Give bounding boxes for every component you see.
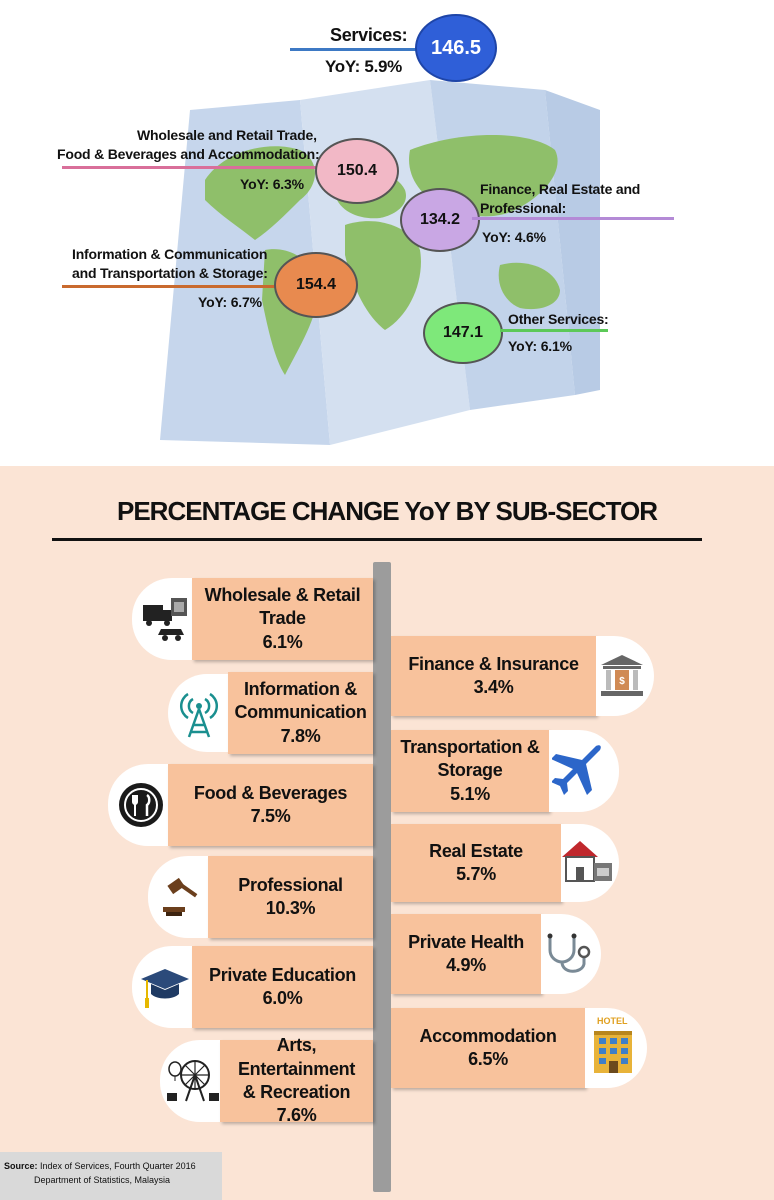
accommodation-label: Accommodation bbox=[419, 1025, 557, 1046]
private-health-card: Private Health 4.9% bbox=[391, 914, 541, 994]
private-education-value: 6.0% bbox=[262, 988, 303, 1008]
private-education-label: Private Education bbox=[209, 964, 356, 985]
accommodation-value: 6.5% bbox=[468, 1049, 508, 1069]
real-estate-label: Real Estate bbox=[429, 840, 523, 861]
source-note: Source: Index of Services, Fourth Quarte… bbox=[0, 1152, 222, 1200]
professional-icon-pill bbox=[148, 856, 218, 938]
stethoscope-icon bbox=[540, 926, 596, 982]
information-icon-pill bbox=[168, 674, 238, 752]
transportation-storage-label-1: Transportation & bbox=[400, 736, 540, 757]
wholesale-retail-card: Wholesale & Retail Trade 6.1% bbox=[192, 578, 373, 660]
other-services-index-bubble: 147.1 bbox=[423, 302, 503, 364]
other-services-label: Other Services: bbox=[508, 311, 609, 327]
hotel-icon bbox=[588, 1016, 638, 1078]
finance-insurance-label: Finance & Insurance bbox=[408, 653, 579, 674]
source-line-1: Index of Services, Fourth Quarter 2016 bbox=[40, 1161, 196, 1171]
wholesale-group-label-1: Wholesale and Retail Trade, bbox=[137, 127, 317, 143]
arts-entertainment-value: 7.6% bbox=[276, 1105, 317, 1126]
services-yoy: YoY: 5.9% bbox=[325, 57, 402, 76]
other-services-yoy: YoY: 6.1% bbox=[508, 338, 572, 354]
services-index-map: Services: YoY: 5.9% 146.5 Wholesale and … bbox=[0, 0, 774, 450]
arts-entertainment-card: Arts, Entertainment & Recreation 7.6% bbox=[220, 1035, 373, 1125]
professional-card: Professional 10.3% bbox=[208, 856, 373, 938]
food-beverages-label: Food & Beverages bbox=[193, 782, 348, 803]
graduation-cap-icon bbox=[138, 960, 192, 1016]
source-label: Source: bbox=[4, 1161, 38, 1171]
finance-group-index-bubble: 134.2 bbox=[400, 188, 480, 252]
wholesale-group-underline bbox=[62, 166, 324, 169]
hotel-sign-text: HOTEL bbox=[597, 1016, 628, 1026]
finance-group-label-2: Professional: bbox=[480, 200, 567, 216]
gavel-icon bbox=[156, 870, 208, 922]
wholesale-retail-label-2: Trade bbox=[259, 608, 306, 629]
info-group-label-1: Information & Communication bbox=[72, 246, 268, 262]
section-title: PERCENTAGE CHANGE YoY BY SUB-SECTOR bbox=[117, 496, 658, 526]
antenna-icon bbox=[174, 686, 224, 740]
information-communication-label-1: Information & bbox=[243, 678, 358, 699]
arts-entertainment-label-1: Arts, Entertainment bbox=[237, 1035, 356, 1079]
finance-insurance-value: 3.4% bbox=[473, 677, 514, 697]
private-education-card: Private Education 6.0% bbox=[192, 946, 373, 1028]
center-divider bbox=[373, 562, 391, 1192]
finance-insurance-card: Finance & Insurance 3.4% bbox=[391, 636, 596, 716]
real-estate-card: Real Estate 5.7% bbox=[391, 824, 561, 902]
information-communication-value: 7.8% bbox=[280, 725, 321, 746]
professional-value: 10.3% bbox=[265, 898, 316, 918]
plate-cutlery-icon bbox=[114, 778, 168, 832]
airplane-icon bbox=[550, 740, 606, 800]
real-estate-value: 5.7% bbox=[456, 864, 496, 884]
accommodation-card: Accommodation 6.5% bbox=[391, 1008, 585, 1088]
professional-label: Professional bbox=[238, 874, 343, 895]
wholesale-retail-label-1: Wholesale & Retail bbox=[204, 584, 361, 605]
info-group-label-2: and Transportation & Storage: bbox=[72, 265, 268, 281]
food-beverages-value: 7.5% bbox=[250, 806, 291, 826]
services-underline bbox=[290, 48, 420, 51]
subsector-panel: PERCENTAGE CHANGE YoY BY SUB-SECTOR Whol… bbox=[0, 466, 774, 1200]
bank-icon: $ bbox=[596, 650, 648, 702]
finance-group-underline bbox=[472, 217, 674, 220]
private-health-value: 4.9% bbox=[446, 955, 486, 975]
other-services-underline bbox=[500, 329, 608, 332]
wholesale-group-yoy: YoY: 6.3% bbox=[240, 176, 304, 192]
services-index-bubble: 146.5 bbox=[415, 14, 497, 82]
transportation-storage-value: 5.1% bbox=[450, 783, 490, 804]
ferris-wheel-icon bbox=[164, 1052, 222, 1110]
north-america-shape bbox=[205, 146, 315, 240]
food-beverages-card: Food & Beverages 7.5% bbox=[168, 764, 373, 846]
info-group-yoy: YoY: 6.7% bbox=[198, 294, 262, 310]
svg-text:$: $ bbox=[619, 676, 625, 687]
finance-group-yoy: YoY: 4.6% bbox=[482, 229, 546, 245]
arts-entertainment-label-2: & Recreation bbox=[242, 1082, 351, 1102]
wholesale-retail-value: 6.1% bbox=[262, 631, 303, 652]
information-communication-card: Information & Communication 7.8% bbox=[228, 672, 373, 754]
info-group-underline bbox=[62, 285, 282, 288]
finance-group-label-1: Finance, Real Estate and bbox=[480, 181, 641, 197]
transportation-storage-label-2: Storage bbox=[437, 760, 503, 781]
services-label: Services: bbox=[330, 25, 408, 45]
wholesale-group-index-bubble: 150.4 bbox=[315, 138, 399, 204]
transportation-storage-card: Transportation & Storage 5.1% bbox=[391, 730, 549, 812]
information-communication-label-2: Communication bbox=[234, 702, 367, 723]
truck-shop-icon bbox=[140, 594, 192, 644]
info-group-index-bubble: 154.4 bbox=[274, 252, 358, 318]
africa-shape bbox=[345, 221, 421, 330]
house-icon bbox=[562, 836, 614, 888]
wholesale-group-label-2: Food & Beverages and Accommodation: bbox=[57, 146, 320, 162]
section-title-rule bbox=[52, 538, 702, 541]
private-health-label: Private Health bbox=[408, 931, 524, 952]
source-line-2: Department of Statistics, Malaysia bbox=[34, 1174, 171, 1185]
australia-shape bbox=[498, 262, 560, 310]
